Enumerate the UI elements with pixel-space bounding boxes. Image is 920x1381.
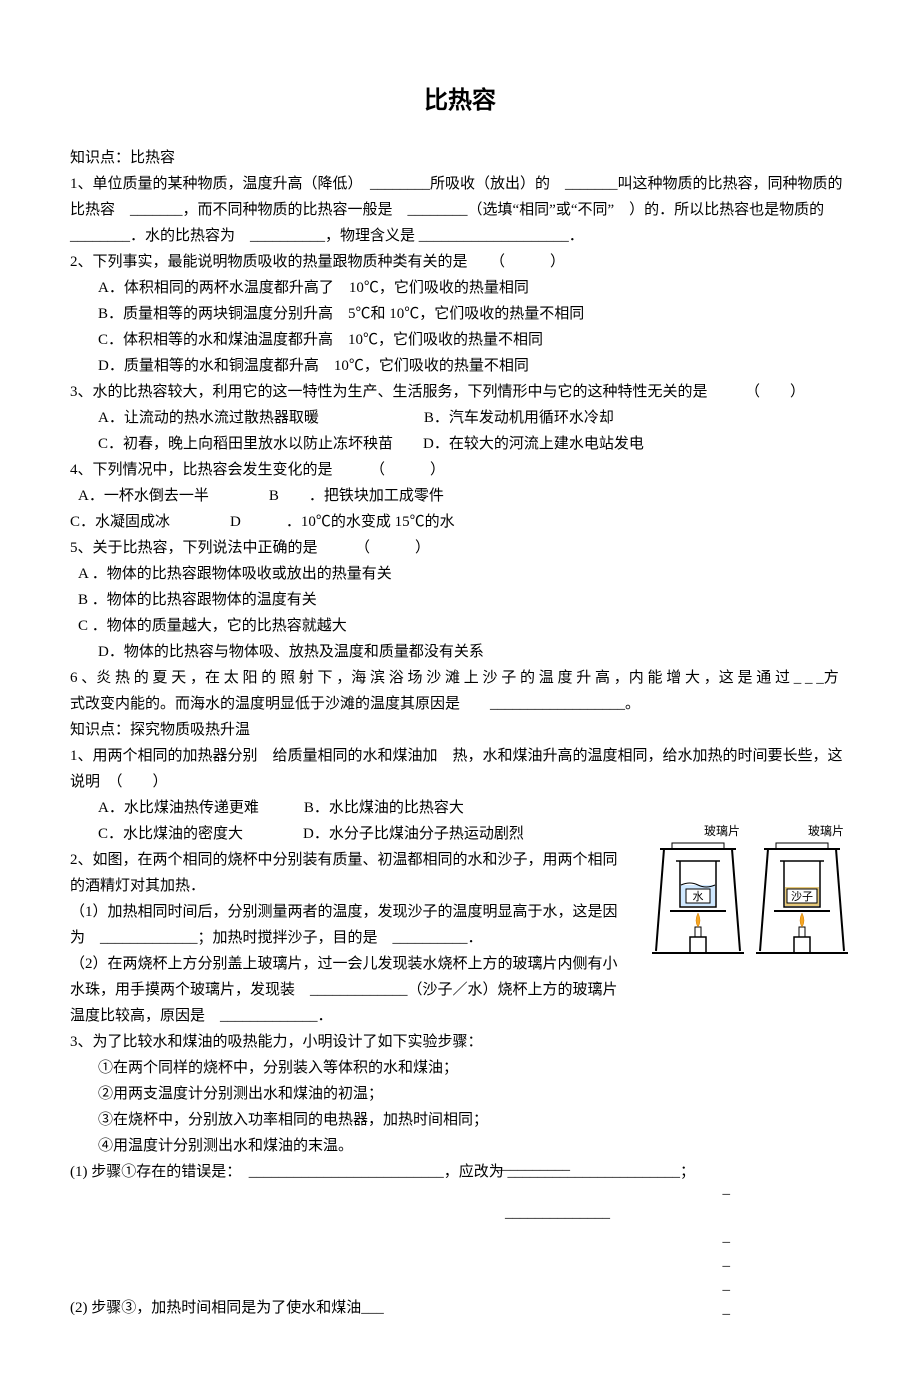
q5-b: B ．物体的比热容跟物体的温度有关 <box>70 587 850 613</box>
s2-q3-p2: (2) 步骤③，加热时间相同是为了使水和煤油___ <box>70 1295 850 1321</box>
label-glass-1: 玻璃片 <box>650 822 746 839</box>
q5-c: C ．物体的质量越大，它的比热容就越大 <box>70 613 850 639</box>
q3-cd: C．初春，晚上向稻田里放水以防止冻坏秧苗 D．在较大的河流上建水电站发电 <box>70 431 850 457</box>
q4-cd: C．水凝固成冰 D ．10℃的水变成 15℃的水 <box>70 509 850 535</box>
s2-q1-ab: A．水比煤油热传递更难 B．水比煤油的比热容大 <box>70 795 850 821</box>
blank-1: __________ <box>495 1153 570 1177</box>
blank-2: ______________ <box>495 1201 610 1225</box>
q2-b: B．质量相等的两块铜温度分别升高 5℃和 10℃，它们吸收的热量不相同 <box>70 301 850 327</box>
q5: 5、关于比热容，下列说法中正确的是 （ ） <box>70 535 850 561</box>
dash-3: _ <box>495 1249 730 1273</box>
q6: 6 、炎 热 的 夏 天 ，在 太 阳 的 照 射 下 ，海 滨 浴 场 沙 滩… <box>70 665 850 717</box>
q1: 1、单位质量的某种物质，温度升高（降低） ________所吸收（放出）的 __… <box>70 171 850 249</box>
page-title: 比热容 <box>70 80 850 115</box>
q2-c: C．体积相等的水和煤油温度都升高 10℃，它们吸收的热量不相同 <box>70 327 850 353</box>
q2: 2、下列事实，最能说明物质吸收的热量跟物质种类有关的是 （ ） <box>70 249 850 275</box>
s2-q3-2: ②用两支温度计分别测出水和煤油的初温； <box>70 1081 850 1107</box>
q5-d: D．物体的比热容与物体吸、放热及温度和质量都没有关系 <box>70 639 850 665</box>
dash-1: _ <box>495 1177 730 1201</box>
q3: 3、水的比热容较大，利用它的这一特性为生产、生活服务，下列情形中与它的这种特性无… <box>70 379 850 405</box>
q2-a: A．体积相同的两杯水温度都升高了 10℃，它们吸收的热量相同 <box>70 275 850 301</box>
label-sand: 沙子 <box>791 890 813 903</box>
bottom-blanks: __________ _ ______________ _ _ _ _ <box>495 1153 730 1321</box>
s2-q3-3: ③在烧杯中，分别放入功率相同的电热器，加热时间相同； <box>70 1107 850 1133</box>
beaker-sand: 玻璃片 沙子 <box>754 822 850 976</box>
label-glass-2: 玻璃片 <box>754 822 850 839</box>
s2-q3-1: ①在两个同样的烧杯中，分别装入等体积的水和煤油； <box>70 1055 850 1081</box>
q3-ab: A．让流动的热水流过散热器取暖 B．汽车发动机用循环水冷却 <box>70 405 850 431</box>
s2-q1: 1、用两个相同的加热器分别 给质量相同的水和煤油加 热，水和煤油升高的温度相同，… <box>70 743 850 795</box>
beaker-figure: 玻璃片 <box>650 822 850 976</box>
s2-q3-p1: (1) 步骤①存在的错误是： _________________________… <box>70 1159 850 1185</box>
beaker-water-svg: 水 <box>650 841 746 971</box>
q2-d: D．质量相等的水和铜温度都升高 10℃，它们吸收的热量不相同 <box>70 353 850 379</box>
q4: 4、下列情况中，比热容会发生变化的是 （ ） <box>70 457 850 483</box>
s2-q3: 3、为了比较水和煤油的吸热能力，小明设计了如下实验步骤： <box>70 1029 850 1055</box>
beaker-water: 玻璃片 <box>650 822 746 976</box>
s2-q3-4: ④用温度计分别测出水和煤油的末温。 <box>70 1133 850 1159</box>
section2-header: 知识点：探究物质吸热升温 <box>70 717 850 743</box>
body: 知识点：比热容 1、单位质量的某种物质，温度升高（降低） ________所吸收… <box>70 145 850 1321</box>
q4-ab: A．一杯水倒去一半 B ．把铁块加工成零件 <box>70 483 850 509</box>
label-water: 水 <box>693 890 704 903</box>
dash-5: _ <box>495 1297 730 1321</box>
dash-4: _ <box>495 1273 730 1297</box>
dash-2: _ <box>495 1225 730 1249</box>
q5-a: A ．物体的比热容跟物体吸收或放出的热量有关 <box>70 561 850 587</box>
section1-header: 知识点：比热容 <box>70 145 850 171</box>
beaker-sand-svg: 沙子 <box>754 841 850 971</box>
